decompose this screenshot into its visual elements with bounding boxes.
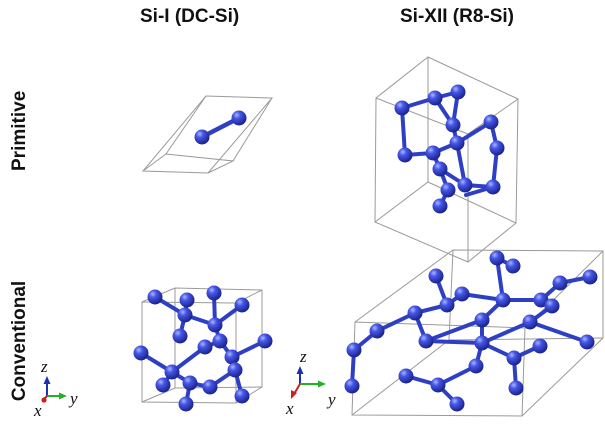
atom: [440, 182, 456, 198]
atom: [427, 90, 443, 106]
atoms: [133, 285, 273, 412]
atom: [483, 114, 499, 130]
axis-z-label: z: [40, 357, 48, 376]
atom: [231, 110, 247, 126]
axis-x-arrowhead: [291, 390, 297, 399]
axis-z-arrowhead: [296, 366, 304, 374]
atom: [212, 333, 228, 349]
atom: [398, 368, 414, 384]
atom: [234, 297, 250, 313]
axis-y-arrowhead: [59, 392, 67, 400]
column-title-si-xii: Si-XII (R8-Si): [400, 6, 515, 27]
atom: [428, 268, 444, 284]
atom: [234, 388, 250, 404]
atom: [533, 292, 549, 308]
atom: [224, 349, 240, 365]
atom: [177, 307, 193, 323]
atom: [227, 362, 243, 378]
panel-si-i-conventional: [133, 285, 273, 412]
axis-y-label: y: [326, 390, 336, 409]
atom: [579, 334, 595, 350]
atom: [369, 323, 385, 339]
atom: [457, 177, 473, 193]
axis-x-label: x: [285, 399, 294, 418]
atom: [439, 297, 455, 313]
panel-si-i-primitive: [141, 95, 274, 174]
atom: [394, 100, 410, 116]
atom: [495, 292, 511, 308]
atom: [257, 333, 273, 349]
atom: [582, 269, 598, 285]
atom: [474, 312, 490, 328]
atom: [468, 358, 484, 374]
axis-y-arrowhead: [318, 380, 326, 388]
atoms: [394, 84, 505, 214]
atom: [474, 335, 490, 351]
axis-x-dot: [41, 397, 47, 403]
atom: [432, 198, 448, 214]
atom: [489, 140, 505, 156]
atom: [207, 317, 223, 333]
atom: [172, 328, 188, 344]
atom: [194, 129, 210, 145]
axis-y-label: y: [68, 389, 78, 408]
atom: [133, 345, 149, 361]
atom: [450, 84, 466, 100]
atom: [425, 145, 441, 161]
atom: [182, 375, 198, 391]
axis-z-label: z: [299, 347, 307, 366]
panel-si-xii-primitive: [374, 56, 519, 263]
panel-si-xii-conventional: [344, 249, 604, 417]
atom: [532, 338, 548, 354]
atom: [522, 314, 538, 330]
atom: [449, 396, 465, 412]
atom: [197, 339, 213, 355]
unit-cell-edges: [141, 95, 274, 174]
atom: [346, 342, 362, 358]
atom: [449, 135, 465, 151]
atom: [147, 289, 163, 305]
atom: [206, 285, 222, 301]
atom: [506, 350, 522, 366]
atom: [178, 396, 194, 412]
atom: [164, 364, 180, 380]
atom: [489, 250, 505, 266]
atom: [445, 117, 461, 133]
atom: [432, 161, 448, 177]
atom: [179, 292, 195, 308]
atom: [505, 258, 521, 274]
axis-triad-middle: z y x: [285, 347, 336, 418]
atom: [485, 179, 501, 195]
axis-x-label: x: [33, 401, 42, 420]
atom: [155, 377, 171, 393]
axis-z-arrowhead: [43, 376, 51, 384]
atom: [397, 147, 413, 163]
atom: [407, 305, 423, 321]
atom: [430, 377, 446, 393]
atom: [508, 380, 524, 396]
atom: [552, 275, 568, 291]
atom: [202, 379, 218, 395]
atom: [544, 298, 560, 314]
atom: [418, 333, 434, 349]
atoms: [344, 250, 598, 412]
atom: [454, 286, 470, 302]
atom: [344, 378, 360, 394]
axis-triad-left: z y x: [33, 357, 78, 420]
column-title-si-i: Si-I (DC-Si): [140, 6, 240, 27]
